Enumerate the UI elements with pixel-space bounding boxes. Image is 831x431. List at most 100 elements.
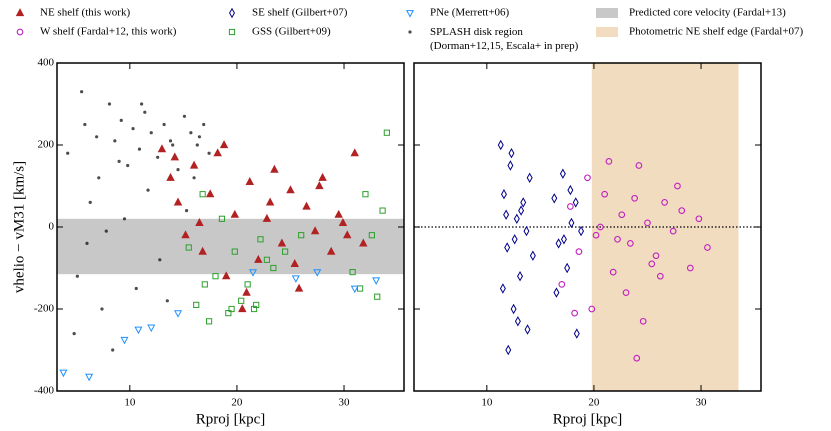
point	[83, 122, 87, 127]
point	[626, 240, 634, 247]
x-tick-label: 10	[124, 397, 136, 409]
point	[529, 250, 536, 261]
point	[318, 172, 327, 181]
legend-label: Predicted core velocity (Fardal+13)	[629, 7, 786, 19]
point	[66, 151, 70, 155]
point	[231, 248, 238, 255]
x-tick-label: 10	[481, 397, 493, 409]
point	[262, 213, 272, 222]
point	[497, 139, 504, 151]
point	[218, 215, 226, 222]
x-tick-label: 30	[339, 397, 351, 409]
point	[291, 275, 300, 283]
point	[635, 162, 643, 169]
point	[368, 232, 375, 239]
legend-swatch	[596, 27, 618, 37]
point	[517, 270, 524, 282]
point	[170, 152, 180, 161]
point	[507, 160, 514, 171]
point	[567, 203, 574, 210]
point	[80, 90, 84, 94]
point	[315, 181, 324, 190]
point	[15, 8, 25, 17]
point	[669, 227, 677, 235]
point	[192, 176, 196, 180]
plot-area	[414, 63, 761, 391]
point	[193, 301, 200, 308]
point	[119, 118, 123, 122]
point	[313, 269, 322, 277]
y-tick-label: -400	[34, 385, 55, 397]
point	[245, 177, 255, 185]
point	[88, 200, 92, 204]
point	[120, 336, 129, 345]
point	[162, 122, 166, 127]
point	[518, 205, 525, 216]
point	[605, 158, 613, 165]
point	[648, 260, 656, 268]
point	[248, 269, 258, 277]
legend-label: GSS (Gilbert+09)	[252, 26, 331, 38]
point	[149, 131, 153, 135]
legend-swatch	[596, 8, 618, 18]
point	[343, 230, 352, 239]
point	[184, 209, 189, 213]
y-tick-label: 0	[49, 221, 55, 233]
point	[113, 139, 117, 143]
y-axis-label: vhelio − vM31 [km/s]	[11, 161, 27, 293]
point	[374, 293, 381, 300]
point	[146, 188, 150, 192]
point	[197, 135, 202, 139]
point	[189, 131, 193, 135]
point	[147, 324, 156, 333]
y-tick-label: 200	[38, 139, 55, 151]
point	[568, 217, 575, 229]
point	[16, 28, 24, 36]
point	[195, 143, 199, 147]
point	[505, 344, 512, 356]
legend-label: NE shelf (this work)	[40, 7, 130, 19]
point	[597, 223, 604, 231]
point	[503, 209, 510, 220]
point	[165, 299, 169, 303]
point	[695, 215, 703, 223]
point	[221, 271, 231, 280]
point	[242, 287, 251, 296]
point	[244, 281, 251, 288]
point	[334, 209, 343, 218]
point	[523, 225, 530, 237]
band	[591, 63, 739, 391]
point	[228, 305, 235, 313]
y-tick-label: -200	[34, 303, 55, 315]
point	[263, 256, 271, 263]
point	[134, 326, 143, 335]
x-axis-label: Rproj [kpc]	[553, 411, 623, 427]
point	[238, 304, 247, 313]
point	[408, 30, 412, 34]
legend-label: PNe (Merrett+06)	[430, 7, 510, 19]
plot-area	[57, 90, 404, 382]
point	[575, 248, 583, 255]
legend-label: W shelf (Fardal+12, this work)	[40, 26, 177, 38]
point	[189, 160, 199, 169]
point	[213, 148, 222, 157]
point	[176, 168, 180, 172]
point	[290, 259, 299, 267]
point	[195, 218, 204, 226]
point	[584, 174, 591, 182]
point	[310, 226, 320, 235]
point	[510, 303, 517, 315]
point	[508, 147, 515, 159]
point	[350, 285, 359, 294]
point	[270, 264, 277, 272]
point	[104, 229, 108, 233]
point	[609, 268, 617, 276]
point	[111, 348, 115, 352]
point	[97, 176, 101, 180]
point	[59, 369, 68, 378]
point	[379, 207, 386, 214]
point	[633, 354, 641, 362]
point	[383, 129, 390, 136]
point	[571, 309, 578, 317]
legend-label: SPLASH disk region (Dorman+12,15, Escala…	[430, 26, 579, 52]
